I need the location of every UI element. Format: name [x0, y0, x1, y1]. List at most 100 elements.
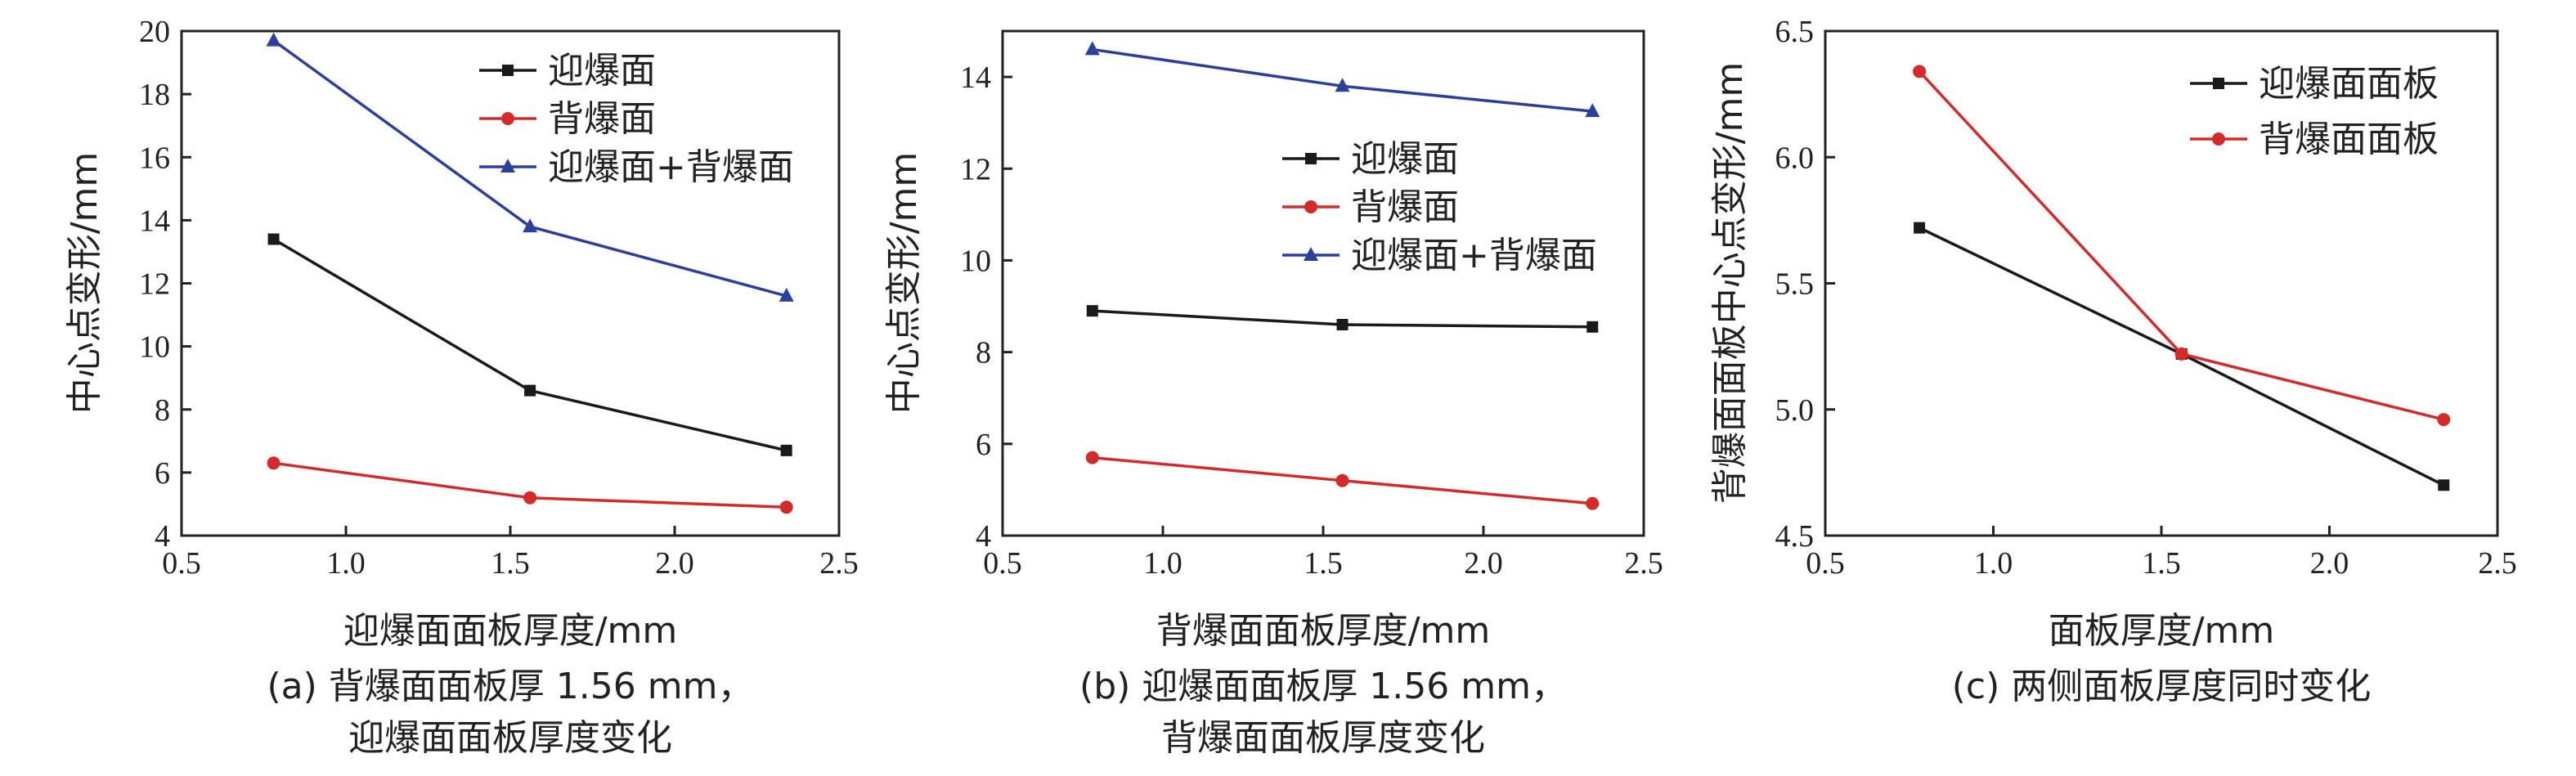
chart-c-series-1-point: [2438, 479, 2450, 491]
chart-c-y-tick-label: 6.0: [1775, 141, 1815, 175]
chart-b-series-3-point: [1585, 103, 1600, 118]
chart-b-legend-label: 背爆面: [1351, 186, 1459, 228]
chart-b-series-2-point: [1335, 473, 1349, 487]
chart-a-series-3-point: [779, 287, 794, 302]
chart-a-legend-marker: [502, 65, 514, 76]
chart-b-caption-line-1: (b) 迎爆面面板厚 1.56 mm，: [1079, 666, 1567, 707]
chart-a-y-tick-label: 6: [155, 456, 170, 491]
chart-c: 0.5 1.0 1.5 2.0 2.5 4.55.05.56.06.5 迎爆面面板背爆面…: [1709, 15, 2517, 707]
chart-c-series-2-point: [2437, 413, 2451, 427]
chart-b-legend-marker: [1305, 153, 1317, 164]
chart-a-legend-marker: [500, 159, 515, 173]
chart-b-series-2-point: [1586, 496, 1600, 510]
chart-c-y-ticks: 4.5 5.0 5.5 6.0 6.5: [1775, 15, 1835, 554]
chart-a-x-tick-label: 0.5: [162, 546, 201, 581]
chart-b-x-tick-label: 1.5: [1304, 546, 1343, 581]
chart-b-y-tick-label: 12: [960, 152, 991, 186]
chart-a-legend-label: 背爆面: [548, 98, 656, 140]
chart-c-y-tick-label: 4.5: [1775, 519, 1815, 554]
chart-a-y-tick-label: 14: [139, 204, 170, 238]
chart-b-y-tick-label: 4: [976, 519, 991, 554]
chart-a-x-tick-label: 1.5: [491, 546, 530, 581]
chart-c-x-tick-label: 2.5: [2478, 546, 2517, 581]
chart-a-series-1-point: [267, 233, 280, 245]
chart-a-caption-line-2: 迎爆面面板厚度变化: [348, 717, 672, 759]
chart-b-y-tick-label: 8: [976, 336, 991, 370]
chart-b-x-tick-label: 1.0: [1143, 546, 1183, 581]
chart-b-y-axis-label: 中心点变形/mm: [883, 152, 925, 415]
chart-b-series-1-point: [1086, 305, 1098, 317]
chart-a-series-1-point: [524, 384, 536, 397]
chart-b-series: [1084, 41, 1600, 510]
chart-a-y-tick-label: 8: [155, 393, 170, 428]
chart-a-series-2-point: [779, 500, 793, 514]
chart-a-legend-marker: [501, 112, 514, 125]
chart-a-y-tick-label: 20: [139, 15, 170, 49]
chart-a-y-tick-label: 12: [139, 267, 170, 302]
chart-c-caption-line-1: (c) 两侧面板厚度同时变化: [1952, 666, 2372, 707]
chart-a-y-tick-label: 18: [139, 78, 170, 112]
chart-c-x-tick-label: 1.0: [1974, 546, 2013, 581]
chart-b-series-3-point: [1084, 41, 1100, 56]
chart-a-y-ticks: 4 6 8 10 12 14 16 18 20: [139, 15, 191, 554]
chart-b-y-tick-label: 6: [976, 428, 991, 462]
chart-b-x-tick-label: 2.0: [1464, 546, 1503, 581]
chart-a-x-tick-label: 1.0: [326, 546, 366, 581]
chart-b-y-tick-label: 10: [960, 244, 991, 278]
chart-a-legend-label: 迎爆面+背爆面: [548, 146, 794, 188]
chart-a-y-tick-label: 4: [155, 519, 170, 554]
chart-c-y-tick-label: 5.0: [1775, 393, 1815, 428]
chart-b-x-axis-label: 背爆面面板厚度/mm: [1156, 610, 1491, 652]
chart-b-caption-line-2: 背爆面面板厚度变化: [1161, 717, 1485, 759]
chart-c-series-2-point: [2174, 347, 2188, 361]
chart-c-legend-marker: [2212, 132, 2225, 146]
chart-a-x-ticks: 0.5 1.0 1.5 2.0 2.5: [162, 526, 859, 581]
chart-b-x-tick-label: 2.5: [1624, 546, 1663, 581]
chart-b-series-1-point: [1586, 321, 1599, 333]
chart-a-series-3-point: [523, 218, 538, 233]
chart-a-legend-label: 迎爆面: [548, 50, 656, 92]
chart-b-series-2-point: [1085, 451, 1099, 464]
chart-c-legend-marker: [2213, 78, 2224, 89]
chart-a-series: [266, 32, 794, 514]
chart-a-y-tick-label: 10: [139, 330, 170, 365]
chart-c-x-axis-label: 面板厚度/mm: [2049, 610, 2275, 652]
chart-c-x-tick-label: 1.5: [2142, 546, 2181, 581]
chart-a-y-tick-label: 16: [139, 141, 170, 175]
chart-b-y-ticks: 4 6 8 10 12 14: [960, 61, 1012, 554]
chart-c-y-tick-label: 6.5: [1775, 15, 1815, 49]
chart-a-series-1-point: [780, 444, 792, 456]
chart-a-x-tick-label: 2.5: [819, 546, 859, 581]
chart-b-legend-marker: [1304, 247, 1318, 261]
chart-c-series-1-point: [1914, 222, 1926, 234]
chart-a-caption-line-1: (a) 背爆面面板厚 1.56 mm，: [267, 666, 754, 707]
chart-b-legend-marker: [1304, 200, 1317, 213]
chart-a-series-2-point: [523, 491, 537, 505]
chart-a-y-axis-label: 中心点变形/mm: [64, 152, 105, 415]
chart-c-y-axis-label: 背爆面面板中心点变形/mm: [1709, 62, 1751, 505]
chart-a-x-axis-label: 迎爆面面板厚度/mm: [343, 610, 678, 652]
chart-b-legend-label: 迎爆面+背爆面: [1351, 235, 1597, 276]
chart-c-plot-frame: [1824, 29, 2499, 537]
chart-b-x-tick-label: 0.5: [983, 546, 1022, 581]
chart-c-legend-label: 背爆面面板: [2259, 119, 2439, 160]
chart-b-y-tick-label: 14: [960, 61, 991, 95]
chart-a-series-2-point: [267, 456, 280, 470]
chart-b-series-1-point: [1336, 318, 1349, 330]
chart-c-x-tick-label: 2.0: [2310, 546, 2349, 581]
chart-b-x-ticks: 0.5 1.0 1.5 2.0 2.5: [983, 526, 1663, 581]
chart-a: 0.5 1.0 1.5 2.0 2.5 4 6 8 10 12 14 16 18 20 迎爆面背爆面迎爆…: [64, 15, 859, 759]
chart-b-legend-label: 迎爆面: [1351, 138, 1459, 180]
chart-a-series-3-point: [266, 32, 281, 47]
chart-b-series-3-point: [1335, 78, 1350, 92]
chart-c-series-2-point: [1913, 65, 1927, 78]
chart-c-legend-label: 迎爆面面板: [2259, 63, 2439, 105]
chart-a-series-1-line: [272, 238, 788, 452]
chart-a-x-tick-label: 2.0: [655, 546, 694, 581]
chart-c-x-ticks: 0.5 1.0 1.5 2.0 2.5: [1806, 526, 2517, 581]
